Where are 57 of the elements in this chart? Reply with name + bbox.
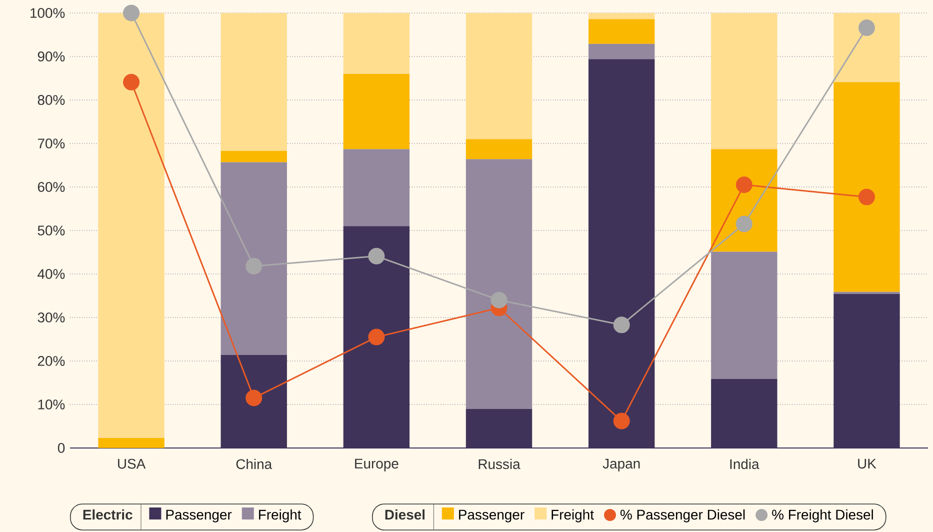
y-tick-label: 100% [30,8,65,18]
legend-label: Passenger [459,510,524,522]
y-tick-label: 80% [38,95,65,105]
point [613,412,630,430]
bar [343,12,410,74]
y-tick-label: 50% [38,226,65,236]
bar [466,159,532,409]
bar [220,150,287,162]
point [736,176,752,194]
point [368,328,385,346]
legend-label: Passenger [166,510,232,522]
legend-label: % Freight Diesel [772,509,873,522]
bar [588,44,655,60]
bar [98,438,164,448]
y-tick-label: 30% [38,312,65,322]
legend-label: Freight [552,509,594,522]
y-tick-label: 20% [38,356,65,366]
bar [220,162,287,355]
text: Electric [83,509,132,520]
x-tick-label: Japan [602,458,640,472]
point [123,74,140,90]
point [246,258,262,274]
legend-label: Freight [259,509,302,522]
point [368,248,385,264]
bar [834,12,900,82]
legend-label: % Passenger Diesel [620,509,745,522]
point [246,390,262,406]
y-tick-label: 10% [38,400,65,410]
point [123,4,140,22]
point [736,216,752,232]
bar [343,74,410,150]
bar [588,19,655,44]
text: Diesel [385,509,425,520]
bar [588,12,655,20]
bar [220,12,287,151]
x-tick-label: Russia [478,458,520,470]
y-tick-label: 90% [38,52,65,62]
y-tick-label: 60% [38,182,65,192]
y-tick-label: 70% [38,138,65,148]
x-tick-label: China [236,458,272,470]
bar [711,252,778,379]
bar [834,82,900,292]
bar [343,149,410,226]
point [858,188,875,206]
x-tick-label: India [730,458,760,470]
x-tick-label: USA [118,458,146,469]
x-tick-label: UK [858,458,876,469]
y-tick-label: 40% [38,269,65,279]
point [613,316,630,334]
bar [466,139,532,160]
x-tick-label: Europe [355,458,398,472]
bar [466,12,532,140]
point [858,20,875,36]
bar [711,12,778,150]
point [490,292,508,308]
bar [98,12,164,438]
y-tick-label: 0 [58,443,65,453]
